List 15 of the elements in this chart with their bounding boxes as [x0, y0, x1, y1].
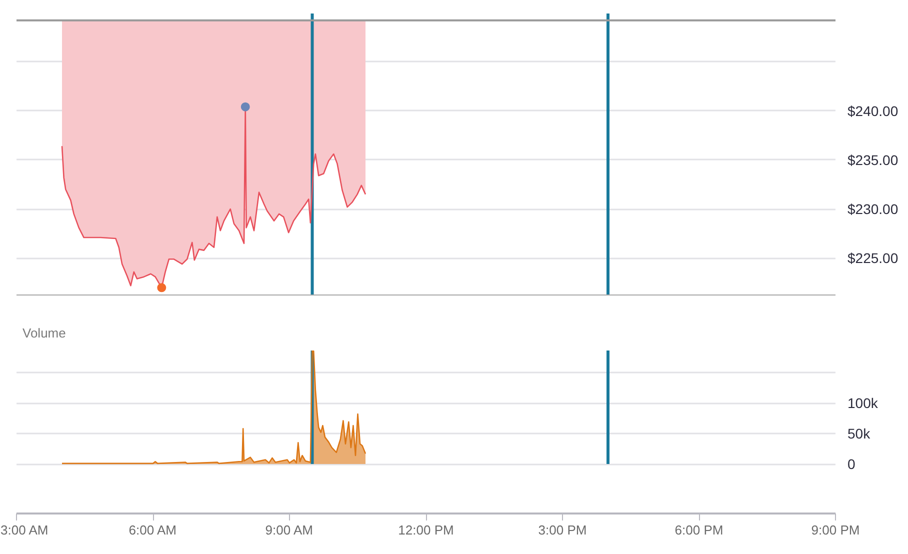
- x-tick-label: 3:00 PM: [538, 522, 587, 538]
- chart-title: Volume: [22, 326, 66, 340]
- y-tick-label: $230.00: [848, 201, 898, 218]
- y-tick-label: 100k: [848, 395, 879, 411]
- y-tick-label: 0: [848, 456, 856, 472]
- x-tick-label: 3:00 AM: [0, 522, 48, 538]
- x-tick-label: 12:00 PM: [398, 522, 454, 538]
- x-tick-label: 6:00 PM: [674, 522, 724, 538]
- y-tick-label: $235.00: [848, 152, 898, 168]
- y-tick-label: $225.00: [848, 250, 898, 266]
- x-tick-label: 9:00 AM: [265, 522, 313, 538]
- y-tick-label: $240.00: [848, 102, 898, 119]
- y-tick-label: 50k: [848, 426, 872, 442]
- x-tick-label: 6:00 AM: [128, 522, 176, 538]
- x-tick-label: 9:00 PM: [811, 522, 860, 538]
